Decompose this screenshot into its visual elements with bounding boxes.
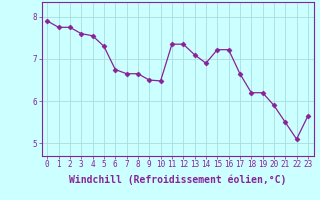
- X-axis label: Windchill (Refroidissement éolien,°C): Windchill (Refroidissement éolien,°C): [69, 175, 286, 185]
